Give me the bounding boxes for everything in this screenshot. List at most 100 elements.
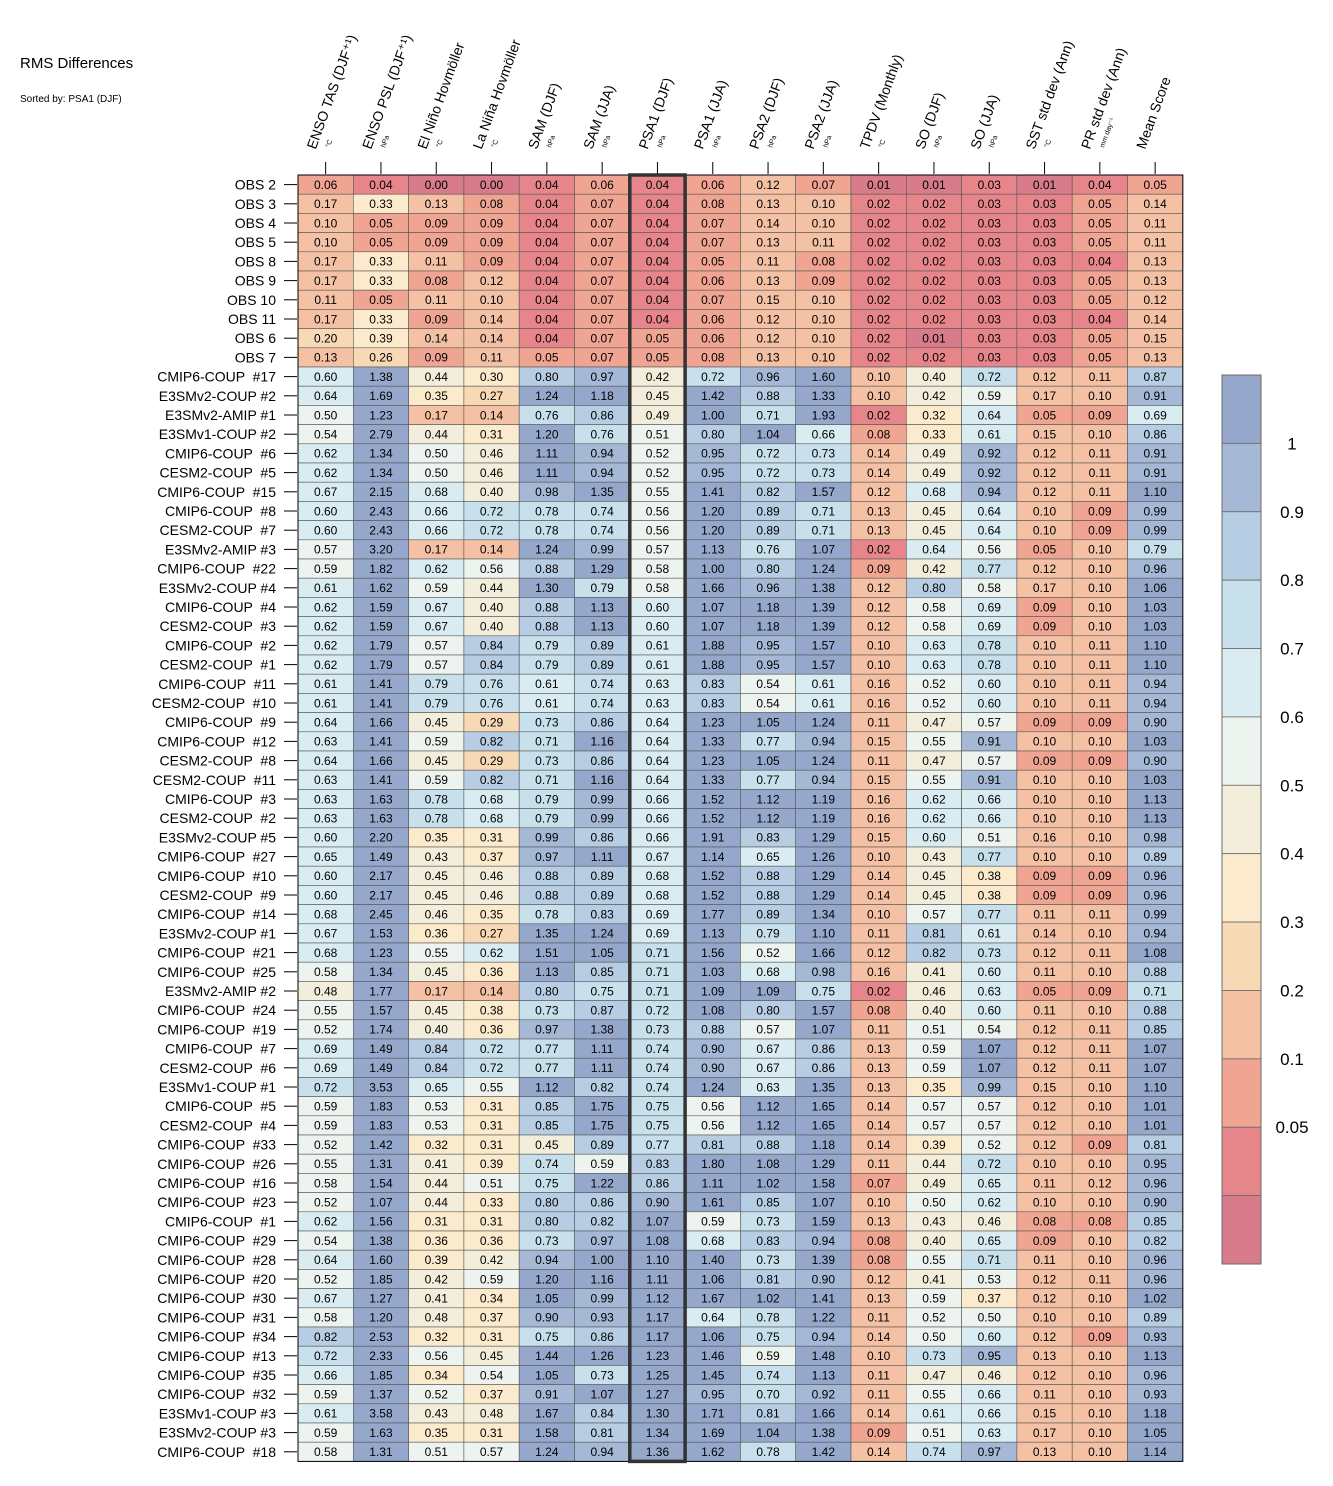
cell-value: 1.05 [756,716,780,730]
cell-value: 1.49 [369,1061,393,1075]
cell-value: 0.75 [812,984,836,998]
row-label: CMIP6-COUP #26 [157,1156,276,1172]
cell-value: 2.43 [369,504,393,518]
cell-value: 0.68 [314,946,338,960]
cell-value: 0.58 [922,620,946,634]
cell-value: 0.11 [1033,965,1056,979]
column-unit: hPa [712,134,723,148]
row-label: CMIP6-COUP #34 [157,1329,276,1345]
cell-value: 0.03 [1033,216,1057,230]
cell-value: 1.63 [369,1426,393,1440]
cell-value: 0.10 [1088,850,1112,864]
cell-value: 0.12 [756,178,780,192]
cell-value: 1.19 [812,812,836,826]
cell-value: 0.13 [867,1292,891,1306]
cell-value: 0.14 [867,1100,891,1114]
cell-value: 0.45 [480,1349,504,1363]
cell-value: 0.12 [1033,370,1057,384]
colorbar-tick-label: 0.5 [1280,776,1304,795]
cell-value: 0.59 [922,1061,946,1075]
cell-value: 0.03 [1033,274,1057,288]
cell-value: 1.41 [369,773,393,787]
cell-value: 0.10 [1088,735,1112,749]
cell-value: 0.61 [812,696,836,710]
cell-value: 0.13 [425,197,449,211]
cell-value: 0.61 [646,658,670,672]
cell-value: 0.10 [314,236,338,250]
cell-value: 0.04 [535,236,559,250]
cell-value: 0.64 [314,716,338,730]
cell-value: 1.07 [701,620,725,634]
cell-value: 0.08 [425,274,449,288]
cell-value: 0.05 [1033,408,1057,422]
cell-value: 0.31 [480,1119,504,1133]
cell-value: 1.58 [535,1426,559,1440]
cell-value: 0.64 [314,389,338,403]
cell-value: 0.71 [978,1253,1002,1267]
cell-value: 0.31 [480,1330,504,1344]
cell-value: 0.82 [922,946,946,960]
cell-value: 0.80 [922,581,946,595]
cell-value: 1.23 [369,408,393,422]
cell-value: 0.56 [701,1119,725,1133]
cell-value: 0.03 [978,274,1002,288]
cell-value: 0.79 [535,812,559,826]
cell-value: 1.05 [756,754,780,768]
row-label: E3SMv2-COUP #3 [159,1425,276,1441]
colorbar-tick-label: 0.2 [1280,981,1304,1000]
cell-value: 0.63 [314,812,338,826]
cell-value: 0.12 [867,1272,891,1286]
cell-value: 0.66 [978,1407,1002,1421]
cell-value: 1.10 [1143,485,1167,499]
cell-value: 1.59 [369,620,393,634]
cell-value: 0.13 [1143,274,1167,288]
row-label: CMIP6-COUP #25 [157,964,276,980]
cell-value: 0.99 [1143,504,1167,518]
row-label: OBS 10 [227,292,276,308]
cell-value: 0.78 [756,1445,780,1459]
row-label: CMIP6-COUP #21 [157,945,276,961]
column-label: El Niño Hovmöller [414,40,467,151]
row-label: CMIP6-COUP #33 [157,1137,276,1153]
cell-value: 0.57 [922,1100,946,1114]
cell-value: 0.94 [812,735,836,749]
cell-value: 0.31 [480,1215,504,1229]
cell-value: 0.14 [867,1330,891,1344]
cell-value: 0.13 [756,351,780,365]
cell-value: 1.41 [812,1292,836,1306]
colorbar-segment [1221,648,1262,718]
cell-value: 0.99 [1143,908,1167,922]
cell-value: 0.37 [480,1311,504,1325]
cell-value: 0.03 [978,216,1002,230]
cell-value: 1.11 [536,447,559,461]
cell-value: 0.02 [867,255,891,269]
cell-value: 0.35 [425,1426,449,1440]
cell-value: 0.59 [314,562,338,576]
cell-value: 1.03 [1143,600,1167,614]
cell-value: 0.09 [1088,754,1112,768]
cell-value: 0.14 [480,408,504,422]
cell-value: 0.84 [590,1407,614,1421]
cell-value: 0.58 [314,965,338,979]
cell-value: 1.23 [369,946,393,960]
cell-value: 0.05 [1088,274,1112,288]
cell-value: 0.12 [867,600,891,614]
cell-value: 0.49 [922,466,946,480]
cell-value: 0.39 [369,332,393,346]
cell-value: 0.31 [480,1426,504,1440]
cell-value: 0.45 [425,754,449,768]
row-label: CMIP6-COUP #19 [157,1021,276,1037]
cell-value: 1.18 [590,389,614,403]
cell-value: 1.23 [646,1349,670,1363]
cell-value: 0.83 [701,696,725,710]
cell-value: 0.09 [1088,524,1112,538]
cell-value: 0.03 [1033,236,1057,250]
cell-value: 0.09 [1033,620,1057,634]
cell-value: 0.94 [978,485,1002,499]
cell-value: 0.03 [1033,293,1057,307]
cell-value: 0.10 [867,908,891,922]
cell-value: 0.60 [314,524,338,538]
cell-value: 0.94 [1143,677,1167,691]
cell-value: 0.09 [425,236,449,250]
cell-value: 0.65 [425,1080,449,1094]
